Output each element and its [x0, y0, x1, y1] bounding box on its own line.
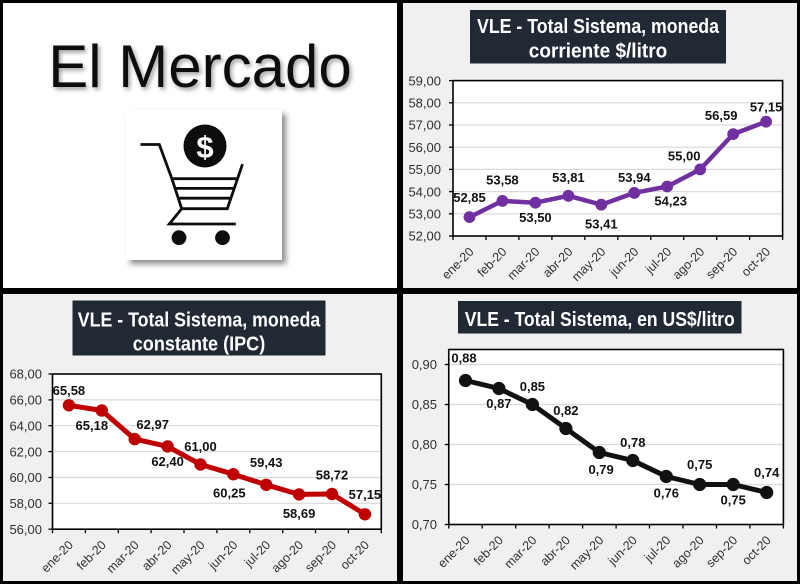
svg-text:52,85: 52,85 — [453, 190, 486, 205]
svg-text:65,18: 65,18 — [76, 418, 109, 433]
svg-text:corriente $/litro: corriente $/litro — [529, 40, 668, 63]
svg-text:0,85: 0,85 — [520, 379, 545, 394]
svg-text:VLE - Total Sistema, en US$/li: VLE - Total Sistema, en US$/litro — [465, 308, 735, 331]
svg-text:62,97: 62,97 — [136, 417, 169, 432]
svg-text:52,00: 52,00 — [408, 229, 441, 244]
svg-text:0,88: 0,88 — [451, 351, 476, 366]
svg-text:55,00: 55,00 — [408, 162, 441, 177]
svg-text:El Mercado: El Mercado — [48, 33, 351, 100]
svg-text:66,00: 66,00 — [9, 393, 42, 408]
svg-text:56,59: 56,59 — [705, 108, 738, 123]
svg-text:53,41: 53,41 — [585, 216, 618, 231]
svg-text:59,00: 59,00 — [408, 73, 441, 88]
svg-text:53,50: 53,50 — [519, 210, 552, 225]
svg-text:0,85: 0,85 — [412, 397, 437, 412]
svg-text:64,00: 64,00 — [9, 418, 42, 433]
svg-text:$: $ — [196, 130, 213, 165]
svg-text:58,00: 58,00 — [408, 96, 441, 111]
svg-text:53,94: 53,94 — [618, 170, 651, 185]
svg-text:58,69: 58,69 — [283, 506, 316, 521]
svg-text:58,00: 58,00 — [9, 496, 42, 511]
svg-text:57,15: 57,15 — [349, 487, 382, 502]
svg-text:53,81: 53,81 — [552, 170, 585, 185]
svg-text:53,00: 53,00 — [408, 207, 441, 222]
svg-text:57,00: 57,00 — [408, 118, 441, 133]
svg-text:0,74: 0,74 — [754, 465, 780, 480]
svg-text:56,00: 56,00 — [9, 522, 42, 537]
svg-text:0,82: 0,82 — [553, 403, 578, 418]
svg-text:61,00: 61,00 — [184, 439, 217, 454]
svg-text:VLE - Total Sistema, moneda: VLE - Total Sistema, moneda — [78, 309, 321, 332]
svg-text:60,00: 60,00 — [9, 470, 42, 485]
svg-text:0,79: 0,79 — [588, 462, 613, 477]
svg-text:0,87: 0,87 — [486, 396, 511, 411]
svg-text:57,15: 57,15 — [750, 99, 783, 114]
svg-text:0,75: 0,75 — [721, 493, 746, 508]
svg-text:62,00: 62,00 — [9, 444, 42, 459]
svg-text:VLE - Total Sistema, moneda: VLE - Total Sistema, moneda — [477, 15, 720, 38]
svg-text:62,40: 62,40 — [151, 454, 184, 469]
svg-text:54,23: 54,23 — [654, 194, 687, 209]
svg-text:68,00: 68,00 — [9, 367, 42, 382]
svg-text:0,76: 0,76 — [654, 486, 679, 501]
svg-text:60,25: 60,25 — [213, 485, 246, 500]
svg-text:0,80: 0,80 — [412, 437, 437, 452]
svg-text:56,00: 56,00 — [408, 140, 441, 155]
svg-text:0,70: 0,70 — [412, 517, 437, 532]
svg-text:0,75: 0,75 — [687, 457, 712, 472]
svg-text:59,43: 59,43 — [250, 455, 283, 470]
svg-text:65,58: 65,58 — [53, 383, 86, 398]
svg-text:53,58: 53,58 — [486, 173, 519, 188]
svg-text:55,00: 55,00 — [668, 149, 701, 164]
svg-text:54,00: 54,00 — [408, 184, 441, 199]
svg-text:0,75: 0,75 — [412, 477, 437, 492]
svg-text:0,78: 0,78 — [620, 435, 645, 450]
svg-text:constante (IPC): constante (IPC) — [133, 333, 266, 356]
svg-text:58,72: 58,72 — [316, 468, 349, 483]
svg-text:0,90: 0,90 — [412, 357, 437, 372]
